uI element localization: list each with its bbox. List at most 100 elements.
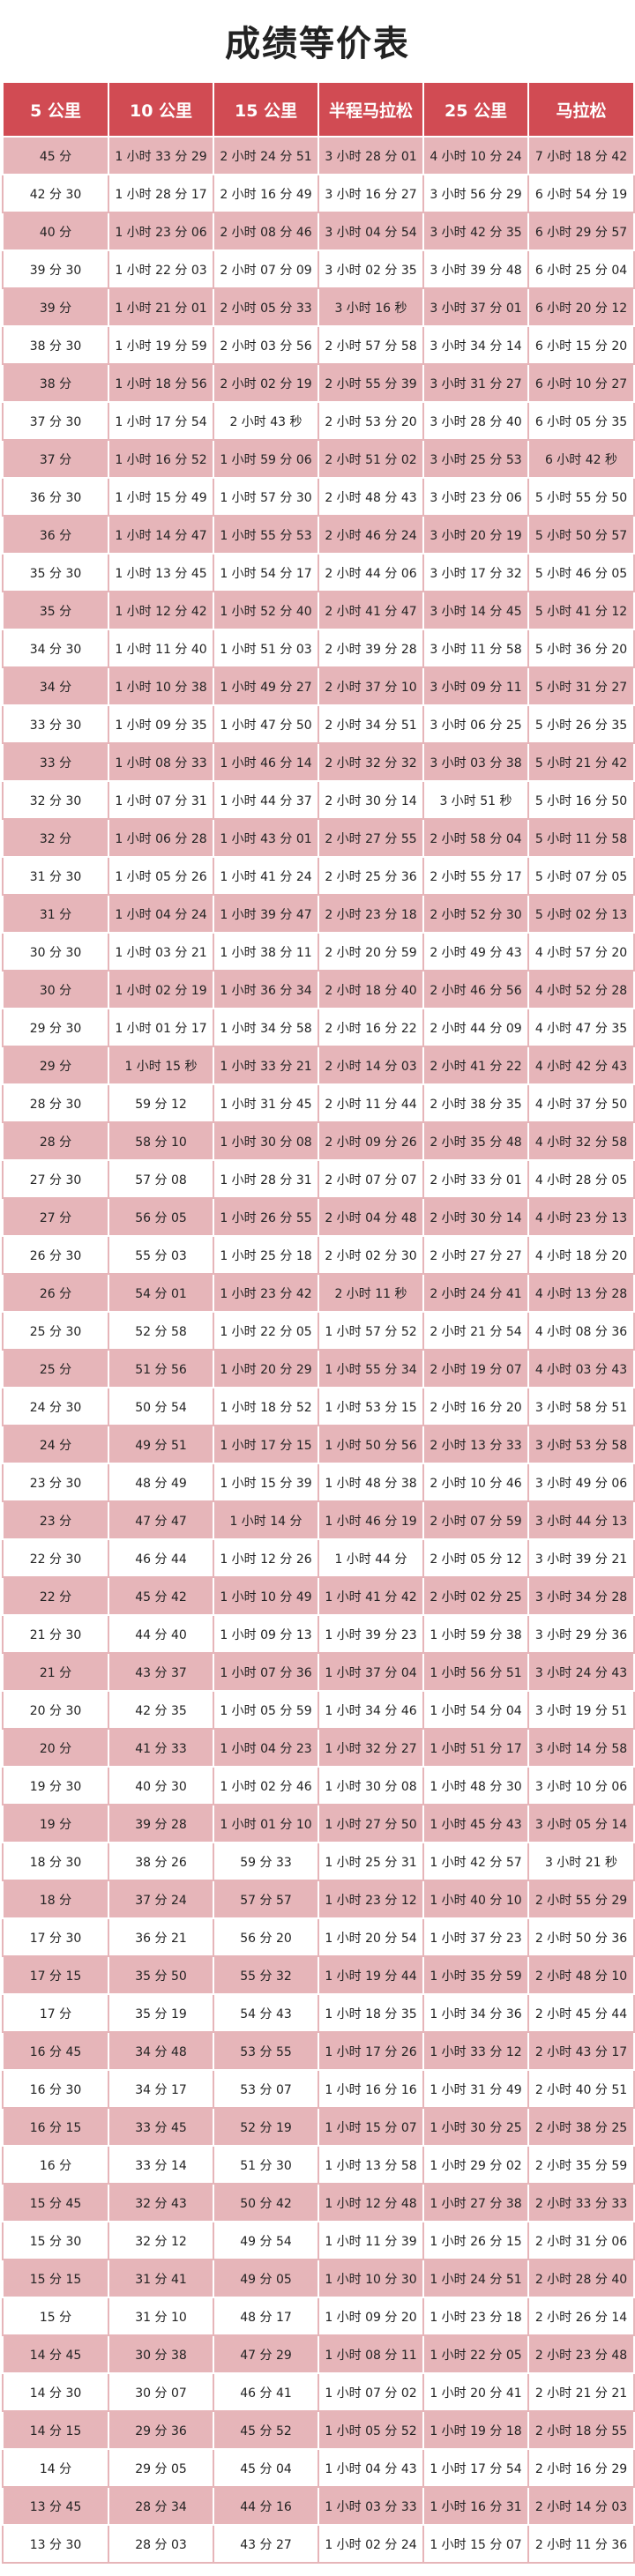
cell-5k: 25 分	[2, 1349, 109, 1389]
table-row: 13 分 30 28 分 03 43 分 27 1 小时 02 分 24 1 小时 15…	[2, 2524, 635, 2564]
cell-half-marathon: 1 小时 41 分 42	[318, 1576, 424, 1616]
cell-15k: 49 分 05	[213, 2259, 319, 2298]
cell-10k: 29 分 05	[108, 2448, 214, 2488]
cell-5k: 21 分	[2, 1652, 109, 1692]
cell-15k: 46 分 41	[213, 2372, 319, 2412]
cell-25k: 1 小时 45 分 43	[422, 1804, 529, 1843]
cell-half-marathon: 1 小时 27 分 50	[318, 1804, 424, 1843]
cell-10k: 32 分 43	[108, 2183, 214, 2222]
cell-10k: 1 小时 33 分 29	[108, 136, 214, 175]
cell-5k: 37 分	[2, 439, 109, 479]
cell-marathon: 2 小时 35 分 59	[527, 2145, 635, 2185]
table-row: 18 分 37 分 24 57 分 57 1 小时 23 分 12 1 小时 40 分 …	[2, 1880, 635, 1919]
cell-5k: 35 分	[2, 591, 109, 630]
cell-5k: 32 分	[2, 818, 109, 858]
table-row: 24 分 30 50 分 54 1 小时 18 分 52 1 小时 53 分 15 2 …	[2, 1387, 635, 1426]
cell-10k: 34 分 17	[108, 2069, 214, 2109]
cell-25k: 2 小时 35 分 48	[422, 1121, 529, 1161]
cell-5k: 35 分 30	[2, 553, 109, 592]
table-row: 19 分 30 40 分 30 1 小时 02 分 46 1 小时 30 分 08 1 …	[2, 1766, 635, 1805]
cell-half-marathon: 2 小时 30 分 14	[318, 780, 424, 820]
cell-10k: 35 分 19	[108, 1993, 214, 2033]
cell-half-marathon: 1 小时 23 分 12	[318, 1880, 424, 1919]
cell-25k: 1 小时 26 分 15	[422, 2221, 529, 2260]
cell-marathon: 3 小时 34 分 28	[527, 1576, 635, 1616]
cell-15k: 48 分 17	[213, 2297, 319, 2336]
cell-5k: 16 分	[2, 2145, 109, 2185]
cell-marathon: 2 小时 38 分 25	[527, 2107, 635, 2147]
cell-5k: 14 分 30	[2, 2372, 109, 2412]
cell-marathon: 3 小时 14 分 58	[527, 1728, 635, 1768]
cell-half-marathon: 2 小时 51 分 02	[318, 439, 424, 479]
cell-10k: 1 小时 08 分 33	[108, 742, 214, 782]
cell-15k: 1 小时 26 分 55	[213, 1197, 319, 1237]
cell-10k: 30 分 07	[108, 2372, 214, 2412]
cell-5k: 36 分	[2, 515, 109, 555]
table-row: 16 分 30 34 分 17 53 分 07 1 小时 16 分 16 1 小时 31…	[2, 2069, 635, 2109]
cell-half-marathon: 1 小时 02 分 24	[318, 2524, 424, 2564]
cell-15k: 1 小时 23 分 42	[213, 1273, 319, 1313]
table-row: 23 分 30 48 分 49 1 小时 15 分 39 1 小时 48 分 38 2 …	[2, 1463, 635, 1502]
cell-half-marathon: 2 小时 39 分 28	[318, 629, 424, 668]
table-row: 21 分 30 44 分 40 1 小时 09 分 13 1 小时 39 分 23 1 …	[2, 1614, 635, 1654]
cell-25k: 1 小时 27 分 38	[422, 2183, 529, 2222]
cell-5k: 21 分 30	[2, 1614, 109, 1654]
cell-15k: 1 小时 31 分 45	[213, 1083, 319, 1123]
cell-15k: 1 小时 41 分 24	[213, 856, 319, 896]
cell-25k: 2 小时 44 分 09	[422, 1008, 529, 1047]
cell-15k: 1 小时 28 分 31	[213, 1159, 319, 1199]
cell-25k: 3 小时 37 分 01	[422, 287, 529, 327]
cell-half-marathon: 2 小时 04 分 48	[318, 1197, 424, 1237]
cell-marathon: 5 小时 41 分 12	[527, 591, 635, 630]
cell-15k: 1 小时 15 分 39	[213, 1463, 319, 1502]
cell-half-marathon: 1 小时 12 分 48	[318, 2183, 424, 2222]
cell-25k: 2 小时 49 分 43	[422, 932, 529, 972]
cell-marathon: 2 小时 18 分 55	[527, 2410, 635, 2450]
cell-10k: 56 分 05	[108, 1197, 214, 1237]
cell-15k: 1 小时 20 分 29	[213, 1349, 319, 1389]
cell-marathon: 3 小时 19 分 51	[527, 1690, 635, 1730]
cell-5k: 28 分 30	[2, 1083, 109, 1123]
cell-half-marathon: 1 小时 10 分 30	[318, 2259, 424, 2298]
cell-marathon: 2 小时 43 分 17	[527, 2031, 635, 2071]
table-row: 27 分 30 57 分 08 1 小时 28 分 31 2 小时 07 分 07 2 …	[2, 1159, 635, 1199]
cell-15k: 2 小时 16 分 49	[213, 174, 319, 213]
cell-half-marathon: 1 小时 39 分 23	[318, 1614, 424, 1654]
cell-5k: 13 分 45	[2, 2486, 109, 2526]
cell-half-marathon: 3 小时 16 秒	[318, 287, 424, 327]
cell-15k: 51 分 30	[213, 2145, 319, 2185]
cell-10k: 32 分 12	[108, 2221, 214, 2260]
table-row: 27 分 56 分 05 1 小时 26 分 55 2 小时 04 分 48 2 小时 …	[2, 1197, 635, 1237]
table-row: 19 分 39 分 28 1 小时 01 分 10 1 小时 27 分 50 1 小时 …	[2, 1804, 635, 1843]
cell-5k: 31 分 30	[2, 856, 109, 896]
cell-25k: 1 小时 20 分 41	[422, 2372, 529, 2412]
cell-half-marathon: 1 小时 50 分 56	[318, 1425, 424, 1464]
cell-half-marathon: 1 小时 48 分 38	[318, 1463, 424, 1502]
table-row: 28 分 58 分 10 1 小时 30 分 08 2 小时 09 分 26 2 小时 …	[2, 1121, 635, 1161]
cell-5k: 24 分	[2, 1425, 109, 1464]
cell-marathon: 6 小时 10 分 27	[527, 363, 635, 403]
cell-25k: 3 小时 51 秒	[422, 780, 529, 820]
table-row: 13 分 45 28 分 34 44 分 16 1 小时 03 分 33 1 小时 16…	[2, 2486, 635, 2526]
cell-10k: 45 分 42	[108, 1576, 214, 1616]
cell-25k: 2 小时 13 分 33	[422, 1425, 529, 1464]
cell-10k: 1 小时 23 分 06	[108, 212, 214, 251]
cell-25k: 2 小时 30 分 14	[422, 1197, 529, 1237]
cell-marathon: 3 小时 58 分 51	[527, 1387, 635, 1426]
cell-10k: 38 分 26	[108, 1842, 214, 1881]
cell-25k: 1 小时 48 分 30	[422, 1766, 529, 1805]
cell-marathon: 4 小时 47 分 35	[527, 1008, 635, 1047]
cell-5k: 27 分	[2, 1197, 109, 1237]
cell-marathon: 5 小时 21 分 42	[527, 742, 635, 782]
cell-marathon: 3 小时 10 分 06	[527, 1766, 635, 1805]
cell-15k: 2 小时 43 秒	[213, 401, 319, 441]
cell-25k: 1 小时 59 分 38	[422, 1614, 529, 1654]
cell-25k: 3 小时 14 分 45	[422, 591, 529, 630]
cell-5k: 14 分	[2, 2448, 109, 2488]
cell-marathon: 5 小时 16 分 50	[527, 780, 635, 820]
cell-5k: 37 分 30	[2, 401, 109, 441]
